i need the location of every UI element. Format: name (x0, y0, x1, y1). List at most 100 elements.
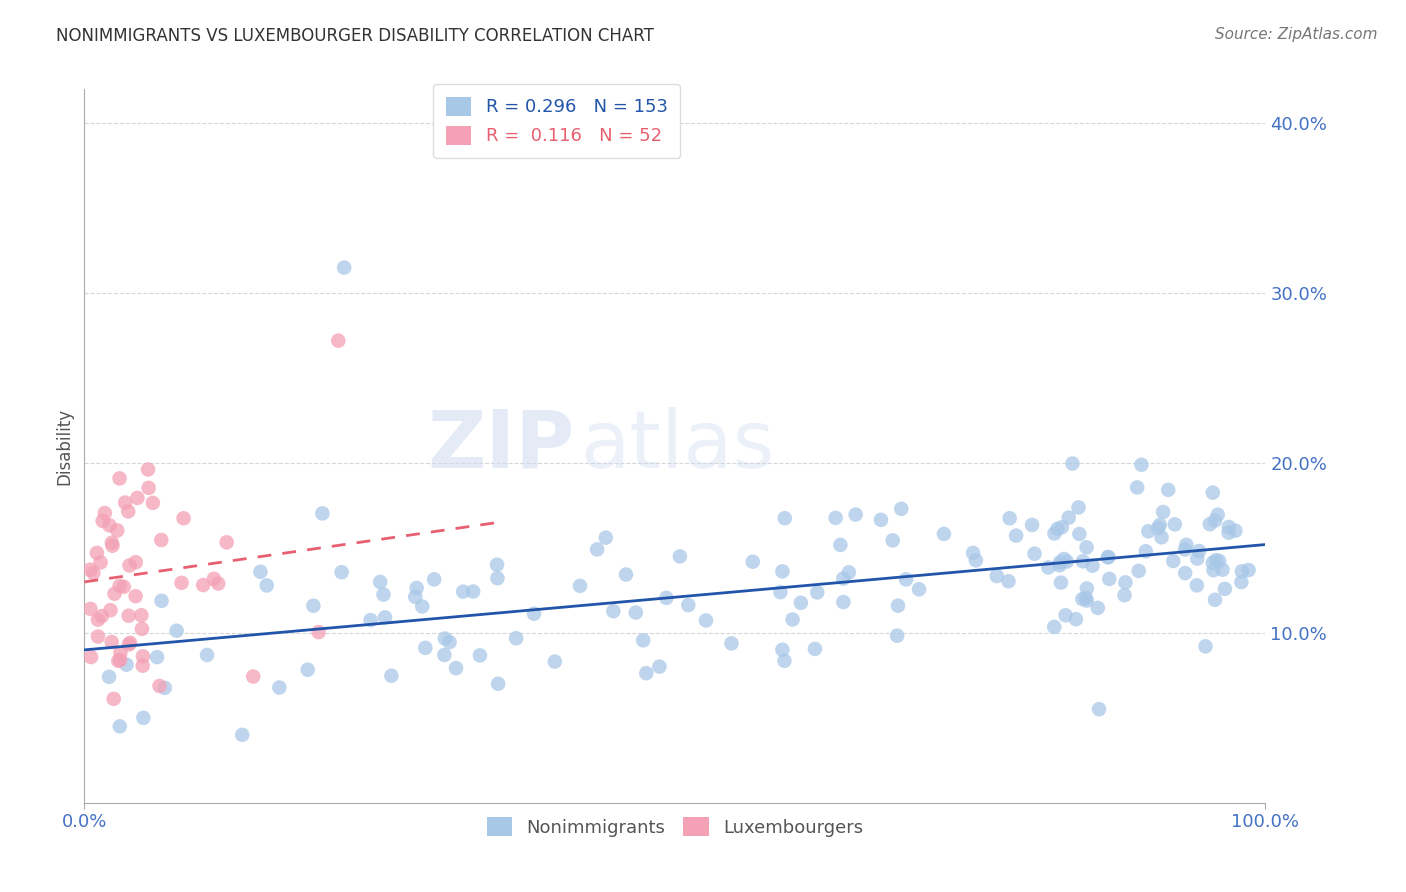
Point (1150, 530, 1173, 544)
Point (411, 599, 433, 614)
Point (773, 511, 796, 525)
Point (804, 641, 827, 656)
Point (101, 539, 124, 553)
Point (170, 575, 193, 590)
Point (624, 606, 647, 620)
Point (79, 602, 101, 616)
Point (890, 501, 912, 516)
Point (103, 691, 125, 706)
Point (82, 566, 104, 580)
Point (127, 491, 149, 505)
Point (131, 622, 153, 636)
Point (1064, 612, 1087, 626)
Point (1213, 582, 1236, 596)
Point (1205, 553, 1227, 567)
Point (114, 495, 136, 509)
Point (1164, 517, 1187, 532)
Point (439, 635, 461, 649)
Point (1185, 578, 1208, 592)
Point (1056, 554, 1078, 568)
Point (1130, 458, 1153, 472)
Point (100, 635, 122, 649)
Point (669, 549, 692, 564)
Point (741, 555, 763, 569)
Point (98, 670, 121, 684)
Point (1204, 514, 1226, 528)
Point (132, 711, 155, 725)
Point (894, 573, 917, 587)
Text: NONIMMIGRANTS VS LUXEMBOURGER DISABILITY CORRELATION CHART: NONIMMIGRANTS VS LUXEMBOURGER DISABILITY… (56, 27, 654, 45)
Point (1053, 552, 1076, 566)
Point (118, 637, 141, 651)
Point (998, 511, 1021, 525)
Point (845, 508, 868, 522)
Point (1204, 592, 1226, 607)
Point (413, 640, 436, 655)
Point (1188, 544, 1211, 558)
Point (486, 571, 509, 585)
Text: Source: ZipAtlas.com: Source: ZipAtlas.com (1215, 27, 1378, 42)
Point (87, 613, 110, 627)
Point (423, 573, 446, 587)
Point (1161, 554, 1184, 568)
Point (1062, 457, 1084, 471)
Point (1024, 547, 1046, 561)
Point (87, 630, 110, 644)
Point (380, 669, 402, 683)
Point (832, 572, 855, 586)
Point (103, 587, 125, 601)
Point (108, 653, 131, 667)
Point (108, 579, 131, 593)
Point (602, 604, 624, 618)
Point (1098, 572, 1121, 586)
Point (115, 657, 138, 672)
Point (1218, 520, 1240, 534)
Point (806, 585, 828, 599)
Point (1174, 566, 1197, 580)
Point (1050, 575, 1073, 590)
Point (1114, 575, 1136, 590)
Point (131, 608, 153, 623)
Point (138, 481, 160, 495)
Point (1050, 520, 1073, 534)
Point (311, 507, 333, 521)
Point (333, 260, 356, 275)
Point (148, 679, 170, 693)
Point (1076, 541, 1098, 555)
Point (1114, 588, 1136, 602)
Point (1225, 524, 1247, 538)
Point (870, 513, 893, 527)
Point (1218, 525, 1240, 540)
Point (405, 581, 427, 595)
Text: ZIP: ZIP (427, 407, 575, 485)
Point (824, 511, 846, 525)
Point (150, 533, 173, 547)
Point (773, 654, 796, 668)
Point (838, 566, 860, 580)
Point (80, 650, 103, 665)
Point (242, 669, 264, 683)
Point (124, 589, 146, 603)
Point (1081, 558, 1104, 573)
Point (100, 603, 122, 617)
Point (207, 576, 229, 591)
Point (569, 579, 592, 593)
Point (908, 582, 931, 597)
Point (523, 607, 546, 621)
Point (118, 558, 141, 573)
Point (146, 650, 169, 665)
Point (544, 655, 567, 669)
Point (636, 666, 658, 681)
Point (1194, 640, 1216, 654)
Point (1087, 601, 1109, 615)
Point (360, 613, 382, 627)
Point (770, 642, 793, 657)
Point (486, 677, 509, 691)
Point (790, 596, 813, 610)
Point (1208, 554, 1230, 568)
Point (166, 624, 188, 638)
Point (90, 555, 112, 569)
Point (1005, 528, 1028, 542)
Point (997, 574, 1019, 589)
Point (486, 558, 509, 572)
